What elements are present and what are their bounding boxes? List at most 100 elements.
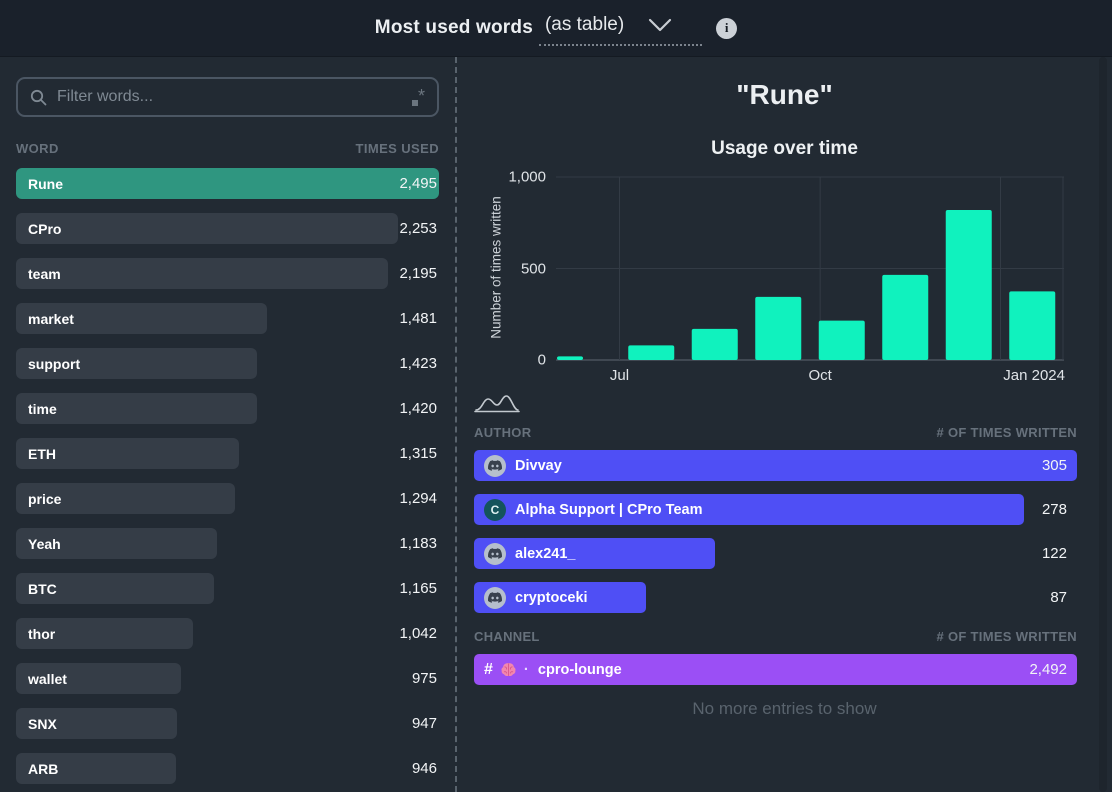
- word-usage-bar: price: [16, 483, 236, 514]
- word-usage-bar: thor: [16, 618, 193, 649]
- word-label: team: [28, 265, 61, 282]
- channel-row[interactable]: # · cpro-lounge 2,492: [474, 654, 1077, 685]
- main-content: * WORD TIMES USED Rune 2,495 CPro 2,253 …: [0, 57, 1112, 792]
- channel-rows: # · cpro-lounge 2,492: [457, 654, 1112, 685]
- word-label: BTC: [28, 580, 57, 597]
- word-table-row[interactable]: ARB 946: [16, 753, 439, 784]
- word-label: thor: [28, 625, 56, 642]
- search-icon: [30, 89, 47, 105]
- scrollbar-track[interactable]: [1099, 57, 1107, 792]
- usage-bar: [1009, 291, 1056, 360]
- discord-avatar: [484, 542, 506, 565]
- regex-toggle-icon[interactable]: *: [411, 87, 425, 106]
- word-label: Yeah: [28, 535, 61, 552]
- entry-count: 122: [1041, 545, 1067, 562]
- word-table-row[interactable]: price 1,294: [16, 483, 439, 514]
- word-count: 1,481: [399, 310, 437, 327]
- author-row[interactable]: cryptoceki 87: [474, 582, 1077, 613]
- usage-chart: Number of times written 1,000 500 0 Jul Oct J…: [457, 166, 1112, 392]
- channel-section-header: CHANNEL # OF TIMES WRITTEN: [474, 629, 1077, 644]
- word-count: 947: [411, 715, 437, 732]
- word-table-row[interactable]: wallet 975: [16, 663, 439, 694]
- word-table-row[interactable]: support 1,423: [16, 348, 439, 379]
- word-usage-bar: wallet: [16, 663, 182, 694]
- word-count: 1,294: [399, 490, 437, 507]
- channel-column-header: CHANNEL: [474, 629, 540, 644]
- entry-count: 305: [1041, 457, 1067, 474]
- word-count: 1,420: [399, 400, 437, 417]
- word-table-row[interactable]: CPro 2,253: [16, 213, 439, 244]
- entry-name: Divvay: [515, 457, 562, 474]
- view-mode-label: (as table): [544, 14, 625, 35]
- word-usage-bar: BTC: [16, 573, 214, 604]
- view-mode-dropdown[interactable]: (as table): [538, 10, 703, 46]
- word-usage-bar: team: [16, 258, 389, 289]
- x-tick-label: Oct: [808, 367, 832, 384]
- entry-bar: alex241_: [474, 538, 716, 569]
- author-row[interactable]: alex241_ 122: [474, 538, 1077, 569]
- author-row[interactable]: Divvay 305: [474, 450, 1077, 481]
- info-icon[interactable]: i: [716, 17, 738, 39]
- word-count: 975: [411, 670, 437, 687]
- separator-dot: ·: [523, 661, 529, 678]
- word-usage-bar: SNX: [16, 708, 177, 739]
- word-usage-bar: market: [16, 303, 268, 334]
- discord-mascot-icon: [488, 460, 502, 471]
- hash-icon: #: [484, 660, 493, 678]
- word-count: 1,183: [399, 535, 437, 552]
- word-count: 1,165: [399, 580, 437, 597]
- area-chart-toggle-icon[interactable]: [474, 392, 520, 414]
- word-table-row[interactable]: time 1,420: [16, 393, 439, 424]
- page-title-text: Most used words: [374, 17, 533, 38]
- word-detail-panel: "Rune" Usage over time Number of times w…: [457, 57, 1112, 792]
- top-header-bar: Most used words (as table) i: [0, 0, 1112, 57]
- word-list-panel: * WORD TIMES USED Rune 2,495 CPro 2,253 …: [0, 57, 457, 792]
- entry-bar: # · cpro-lounge: [474, 654, 1077, 685]
- word-label: wallet: [28, 670, 67, 687]
- author-row[interactable]: C Alpha Support | CPro Team 278: [474, 494, 1077, 525]
- word-usage-bar: time: [16, 393, 257, 424]
- word-table-row[interactable]: SNX 947: [16, 708, 439, 739]
- word-table-row[interactable]: ETH 1,315: [16, 438, 439, 469]
- word-table-row[interactable]: BTC 1,165: [16, 573, 439, 604]
- word-usage-bar: support: [16, 348, 258, 379]
- word-count: 1,423: [399, 355, 437, 372]
- word-table-row-selected[interactable]: Rune 2,495: [16, 168, 439, 199]
- entry-bar: C Alpha Support | CPro Team: [474, 494, 1024, 525]
- author-rows: Divvay 305 C Alpha Support | CPro Team 2…: [457, 450, 1112, 613]
- word-label: time: [28, 400, 57, 417]
- usage-bar: [557, 356, 583, 360]
- usage-bar: [691, 328, 738, 360]
- word-table-row[interactable]: thor 1,042: [16, 618, 439, 649]
- word-table-row[interactable]: Yeah 1,183: [16, 528, 439, 559]
- word-label: Rune: [28, 175, 63, 192]
- word-table-body: Rune 2,495 CPro 2,253 team 2,195 market …: [16, 168, 439, 784]
- word-usage-bar: CPro: [16, 213, 398, 244]
- word-table-row[interactable]: market 1,481: [16, 303, 439, 334]
- word-count: 2,253: [399, 220, 437, 237]
- author-section-header: AUTHOR # OF TIMES WRITTEN: [474, 425, 1077, 440]
- word-count: 1,042: [399, 625, 437, 642]
- selected-word-title: "Rune": [736, 79, 833, 110]
- channel-count-column-header: # OF TIMES WRITTEN: [936, 629, 1077, 644]
- filter-box: *: [16, 77, 439, 117]
- word-label: SNX: [28, 715, 57, 732]
- entry-name: Alpha Support | CPro Team: [515, 501, 703, 518]
- page-title: Most used words (as table) i: [374, 10, 738, 46]
- filter-words-input[interactable]: [57, 88, 402, 106]
- word-table-row[interactable]: team 2,195: [16, 258, 439, 289]
- chevron-down-icon: [649, 18, 672, 32]
- word-usage-bar: Rune: [16, 168, 439, 199]
- word-label: CPro: [28, 220, 62, 237]
- entry-name: alex241_: [515, 545, 576, 562]
- word-column-header: WORD: [16, 141, 59, 156]
- x-tick-label: Jul: [609, 367, 630, 384]
- author-count-column-header: # OF TIMES WRITTEN: [936, 425, 1077, 440]
- regex-square-glyph: [411, 99, 418, 106]
- word-label: price: [28, 490, 62, 507]
- word-count: 2,495: [399, 175, 437, 192]
- word-table-header: WORD TIMES USED: [16, 141, 439, 156]
- times-used-column-header: TIMES USED: [355, 141, 439, 156]
- word-usage-bar: Yeah: [16, 528, 217, 559]
- usage-bar: [818, 320, 865, 360]
